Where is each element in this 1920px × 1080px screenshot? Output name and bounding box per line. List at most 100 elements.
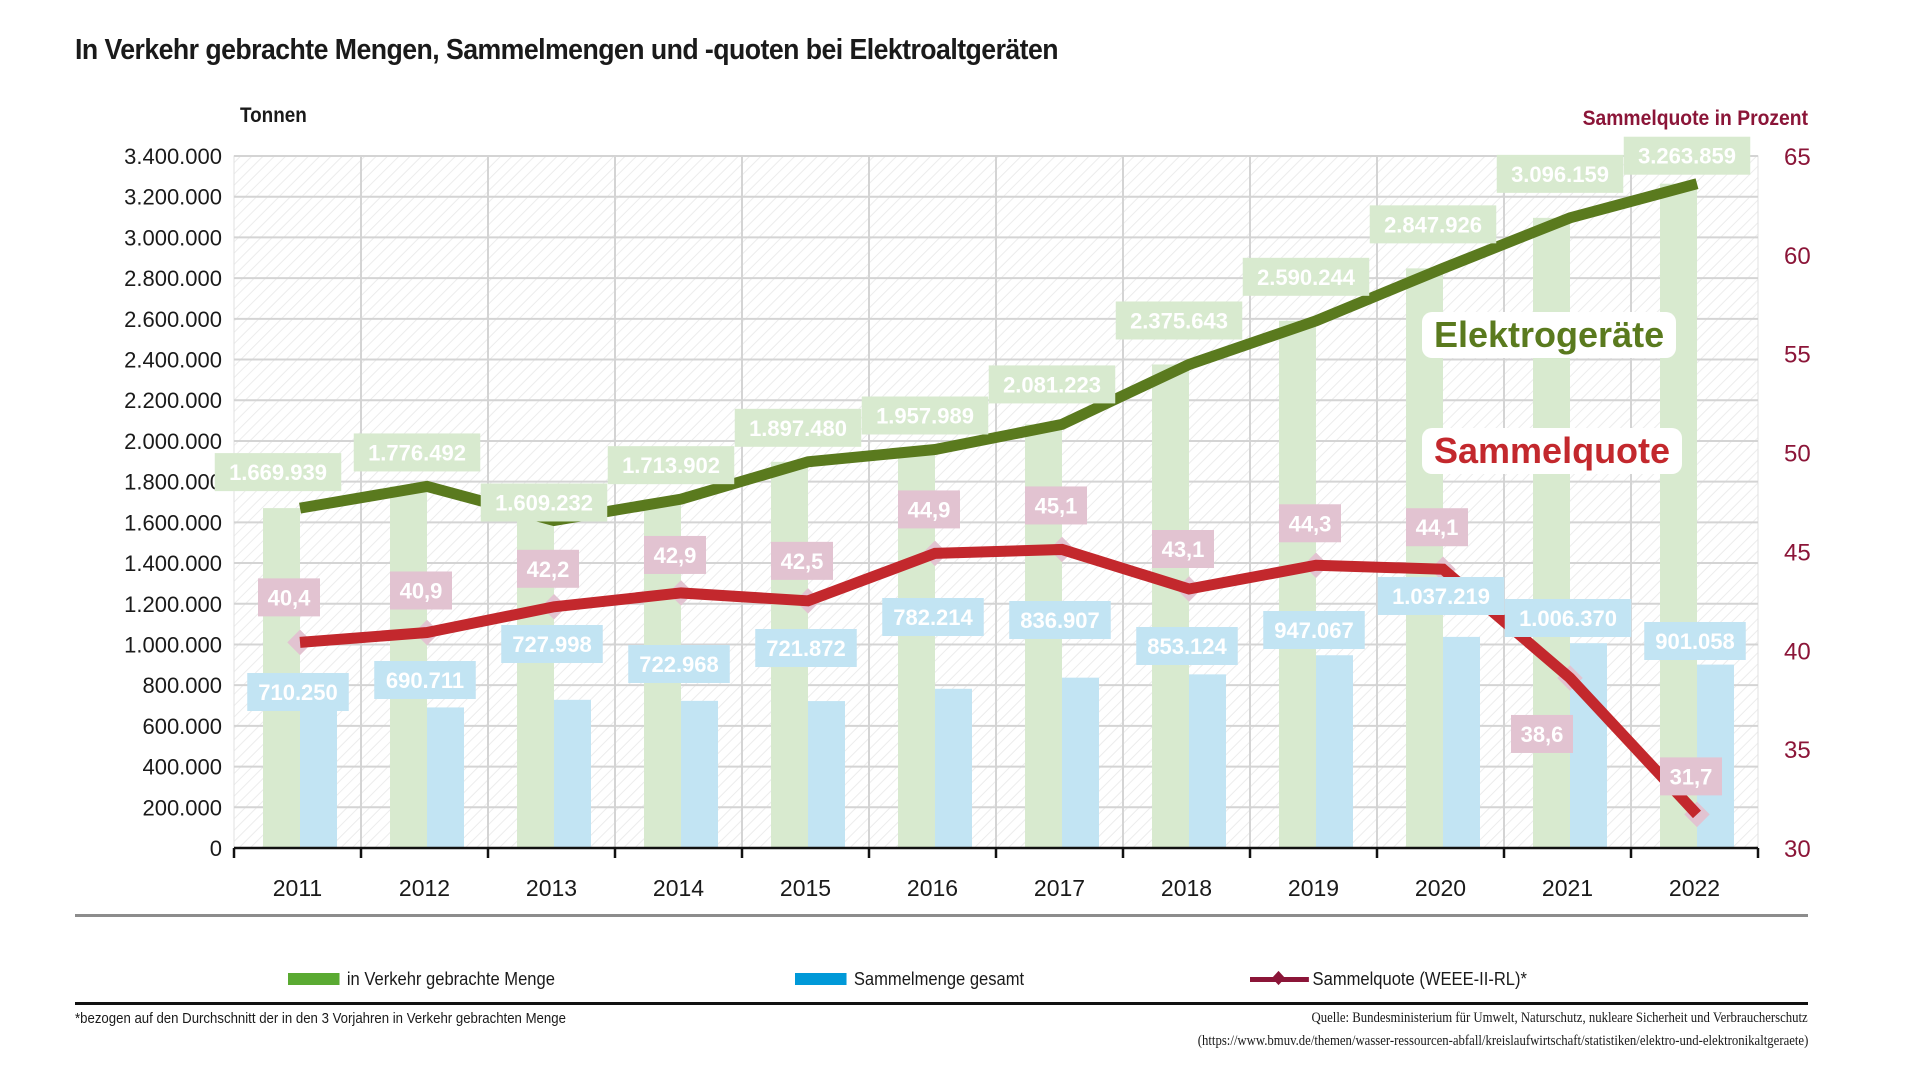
data-label-text: 38,6 <box>1521 722 1564 747</box>
data-label-bg <box>898 490 960 529</box>
y-tick-label: 2.200.000 <box>124 388 222 413</box>
bar-in-verkehr <box>1406 268 1443 848</box>
data-label-text: 1.713.902 <box>622 453 720 478</box>
y2-tick-label: 65 <box>1784 144 1811 171</box>
data-label-sammelmenge: 853.124 <box>1136 627 1238 665</box>
y-tick-label: 1.000.000 <box>124 632 222 657</box>
bar-sammelmenge <box>935 688 972 848</box>
y-tick-label: 800.000 <box>142 673 222 698</box>
y-tick-label: 2.400.000 <box>124 348 222 373</box>
legend-swatch-blue <box>795 973 847 985</box>
data-label-text: 42,2 <box>527 557 570 582</box>
data-label-sammelmenge: 901.058 <box>1644 622 1746 660</box>
data-label-text: 2.081.223 <box>1003 372 1101 397</box>
data-label-text: 40,9 <box>400 578 443 603</box>
y-tick-label: 1.600.000 <box>124 510 222 535</box>
data-label-in-verkehr: 3.263.859 <box>1623 136 1751 175</box>
data-label-bg <box>882 598 984 636</box>
data-label-text: 44,9 <box>908 497 951 522</box>
data-label-text: 782.214 <box>893 605 973 630</box>
x-tick-label: 2013 <box>526 875 577 901</box>
data-label-sammelmenge: 710.250 <box>247 673 349 711</box>
y-tick-label: 3.000.000 <box>124 225 222 250</box>
x-tick-label: 2016 <box>907 875 958 901</box>
data-label-bg <box>1009 601 1111 639</box>
y-tick-label: 2.000.000 <box>124 429 222 454</box>
data-label-sammelmenge: 721.872 <box>755 629 857 667</box>
x-tick-label: 2012 <box>399 875 450 901</box>
data-label-text: 42,9 <box>654 543 697 568</box>
x-tick-label: 2021 <box>1542 875 1593 901</box>
y-axis-left-label: Tonnen <box>240 104 307 127</box>
y-tick-label: 1.800.000 <box>124 470 222 495</box>
data-label-bg <box>988 365 1116 404</box>
data-label-bg <box>755 629 857 667</box>
data-label-sammelmenge: 1.037.219 <box>1377 577 1505 615</box>
data-label-bg <box>1263 611 1365 649</box>
data-label-bg <box>771 541 833 580</box>
grid-lines: 0 200.000 400.000 600.000 800.000 1.000.000 1.… <box>124 144 1811 863</box>
bar-sammelmenge <box>681 700 718 848</box>
legend-swatch-green <box>288 973 340 985</box>
bar-sammelmenge <box>1316 655 1353 848</box>
data-label-bg <box>390 571 452 610</box>
data-label-in-verkehr: 1.669.939 <box>214 453 342 492</box>
bar-in-verkehr <box>1279 320 1316 848</box>
data-label-in-verkehr: 2.590.244 <box>1242 257 1370 296</box>
y-tick-label: 200.000 <box>142 795 222 820</box>
y2-tick-label: 35 <box>1784 737 1811 764</box>
data-label-text: 722.968 <box>639 652 719 677</box>
data-label-text: 3.263.859 <box>1638 144 1736 169</box>
legend-item-in-verkehr: in Verkehr gebrachte Menge <box>288 966 555 992</box>
data-label-in-verkehr: 1.897.480 <box>734 408 862 447</box>
data-label-bg <box>1115 301 1243 340</box>
data-label-text: 836.907 <box>1020 608 1100 633</box>
data-label-text: 727.998 <box>512 632 592 657</box>
data-label-text: 690.711 <box>386 668 464 693</box>
data-label-text: 31,7 <box>1670 764 1713 789</box>
data-label-sammelquote: 43,1 <box>1152 529 1214 568</box>
data-label-bg <box>1644 622 1746 660</box>
data-label-in-verkehr: 3.096.159 <box>1496 154 1624 193</box>
data-label-sammelquote: 31,7 <box>1660 757 1722 796</box>
bar-sammelmenge <box>554 699 591 848</box>
data-label-bg <box>214 453 342 492</box>
bar-sammelmenge <box>300 703 337 848</box>
bar-sammelmenge <box>1443 636 1480 848</box>
data-label-bg <box>628 645 730 683</box>
data-label-sammelquote: 44,1 <box>1406 508 1468 547</box>
bar-in-verkehr <box>1660 183 1697 849</box>
data-label-text: 43,1 <box>1162 537 1205 562</box>
data-label-text: 44,3 <box>1289 511 1332 536</box>
data-label-in-verkehr: 1.713.902 <box>607 446 735 485</box>
y-tick-label: 600.000 <box>142 714 222 739</box>
data-label-sammelmenge: 1.006.370 <box>1504 599 1632 637</box>
chart-title: In Verkehr gebrachte Mengen, Sammelmenge… <box>75 34 1059 66</box>
data-label-bg <box>1025 486 1087 525</box>
data-label-bg <box>644 535 706 574</box>
data-label-bg <box>1279 504 1341 543</box>
data-label-bg <box>1152 529 1214 568</box>
axes: 2011 2012 2013 2014 2015 2016 2017 2018 2019 2020… <box>232 846 1760 901</box>
data-label-sammelquote: 40,9 <box>390 571 452 610</box>
source-line: Quelle: Bundesministerium für Umwelt, Na… <box>1311 1010 1808 1026</box>
data-label-bg <box>1504 599 1632 637</box>
data-label-in-verkehr: 1.609.232 <box>480 483 608 522</box>
y2-tick-label: 30 <box>1784 836 1811 863</box>
y2-tick-label: 40 <box>1784 638 1811 665</box>
y-axis-right-label: Sammelquote in Prozent <box>1582 107 1808 130</box>
data-label-bg <box>1377 577 1505 615</box>
data-label-sammelquote: 44,3 <box>1279 504 1341 543</box>
data-label-sammelmenge: 836.907 <box>1009 601 1111 639</box>
bar-sammelmenge <box>427 707 464 848</box>
data-label-bg <box>734 408 862 447</box>
y2-tick-label: 45 <box>1784 539 1811 566</box>
data-label-sammelquote: 42,5 <box>771 541 833 580</box>
bar-sammelmenge <box>1189 674 1226 848</box>
data-label-sammelmenge: 722.968 <box>628 645 730 683</box>
data-label-bg <box>1369 205 1497 244</box>
x-tick-label: 2014 <box>653 875 704 901</box>
data-label-text: 1.669.939 <box>229 460 327 485</box>
y-tick-label: 0 <box>210 836 222 861</box>
data-label-text: 1.037.219 <box>1392 584 1490 609</box>
